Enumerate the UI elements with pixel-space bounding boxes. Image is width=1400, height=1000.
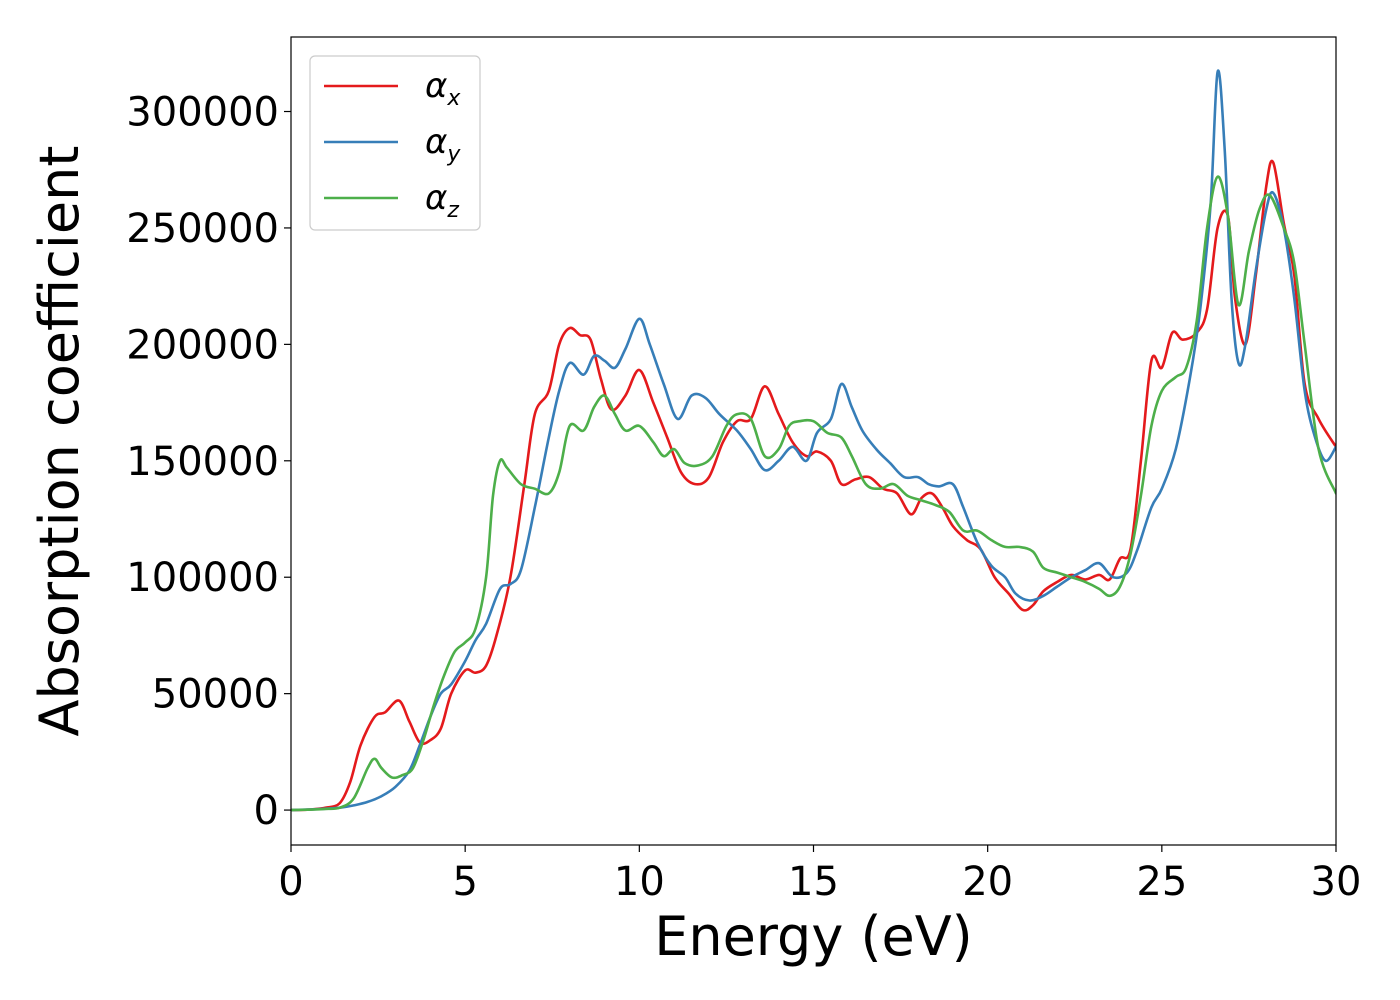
legend-symbol: α [425,178,447,218]
legend-subscript: z [446,198,459,223]
y-tick-label: 0 [254,788,279,834]
legend-label-y: αy [425,122,461,167]
legend-symbol: α [425,122,447,162]
legend-symbol: α [425,66,447,106]
series-line-x [291,159,1336,812]
series-layer [291,69,1336,812]
y-tick-label: 200000 [126,322,279,368]
legend-subscript: y [446,142,461,167]
y-axis-ticks: 0 50000 100000 150000 200000 250000 300000 [126,90,291,834]
x-tick-label: 20 [962,859,1013,905]
series-line-y [291,69,1336,812]
y-tick-label: 300000 [126,90,279,136]
y-tick-label: 100000 [126,555,279,601]
series-line-z [291,175,1336,812]
y-tick-label: 150000 [126,439,279,485]
x-tick-label: 25 [1136,859,1187,905]
legend-label-x: αx [425,66,461,111]
y-tick-label: 250000 [126,206,279,252]
x-tick-label: 0 [278,859,303,905]
x-axis-label: Energy (eV) [654,905,973,968]
x-tick-label: 30 [1311,859,1362,905]
y-tick-label: 50000 [152,672,279,718]
x-tick-label: 5 [452,859,477,905]
x-axis-ticks: 0 5 10 15 20 25 30 [278,845,1361,905]
legend-label-z: αz [425,178,459,223]
y-axis-label: Absorption coefficient [28,146,91,737]
x-tick-label: 10 [614,859,665,905]
x-tick-label: 15 [788,859,839,905]
legend-subscript: x [446,86,461,111]
